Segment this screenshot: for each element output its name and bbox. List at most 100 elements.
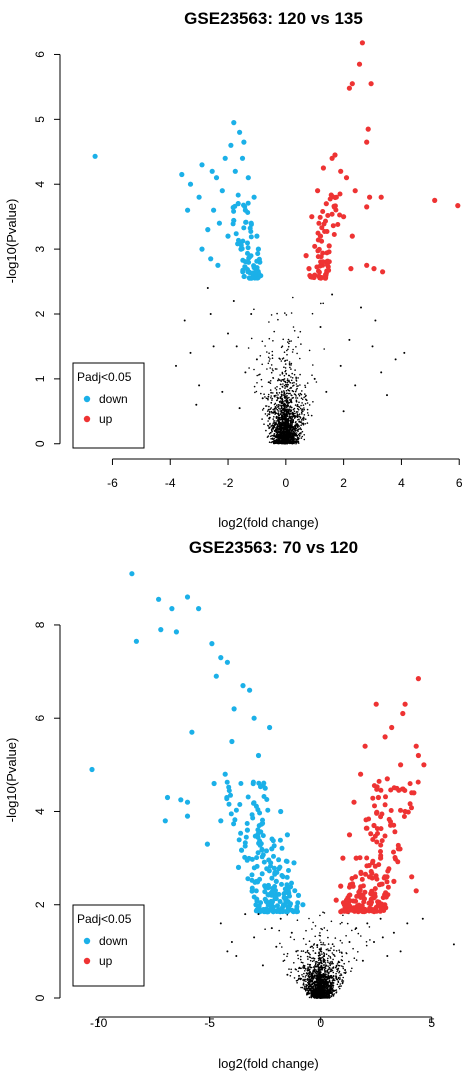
point-ns — [300, 397, 303, 400]
point-ns — [332, 971, 335, 974]
point-ns — [294, 426, 297, 428]
point-down — [239, 155, 246, 161]
point-ns — [294, 416, 297, 418]
point-ns — [299, 392, 302, 395]
point-ns — [286, 394, 288, 397]
point-ns — [274, 424, 276, 426]
point-ns — [320, 941, 322, 944]
point-ns — [318, 996, 321, 998]
point-ns — [309, 963, 312, 966]
point-up — [409, 805, 414, 811]
point-down — [255, 850, 261, 856]
point-up — [367, 905, 373, 911]
point-ns — [267, 398, 269, 401]
point-ns — [305, 968, 307, 970]
point-down — [292, 888, 298, 894]
point-ns — [313, 968, 316, 970]
point-ns — [272, 377, 275, 379]
point-ns — [296, 979, 299, 982]
point-ns — [296, 415, 299, 417]
point-down — [260, 907, 266, 913]
point-up — [366, 874, 373, 880]
point-ns — [277, 434, 279, 437]
point-ns — [310, 994, 313, 996]
point-ns — [331, 961, 334, 964]
point-ns — [279, 387, 281, 390]
point-down — [229, 738, 235, 745]
point-ns — [304, 976, 307, 978]
x-tick-label: -2 — [223, 476, 234, 490]
point-ns — [296, 385, 298, 388]
point-ns — [284, 435, 287, 437]
point-down — [196, 606, 202, 612]
point-ns — [285, 411, 288, 413]
point-down — [258, 784, 263, 790]
point-ns — [317, 981, 320, 983]
point-ns — [266, 436, 269, 438]
point-ns — [261, 363, 264, 366]
point-ns — [273, 403, 276, 406]
point-ns — [299, 407, 302, 410]
point-down — [276, 857, 282, 863]
point-ns — [318, 975, 321, 978]
point-ns — [343, 971, 346, 974]
y-tick-label: 6 — [33, 51, 47, 58]
point-up — [375, 794, 381, 801]
point-ns — [327, 961, 329, 964]
point-down — [242, 264, 248, 270]
point-ns — [314, 935, 317, 938]
point-up — [378, 881, 384, 887]
point-down — [270, 909, 276, 915]
point-ns — [306, 993, 308, 996]
point-ns — [297, 978, 300, 980]
point-ns — [296, 423, 299, 425]
point-up — [357, 855, 363, 861]
point-ns — [286, 955, 288, 958]
point-ns — [325, 982, 328, 984]
point-down — [269, 875, 275, 881]
point-up — [382, 734, 388, 740]
point-ns — [291, 394, 293, 397]
point-ns — [286, 913, 289, 916]
point-down — [196, 194, 202, 200]
point-ns — [329, 988, 331, 991]
point-ns — [255, 358, 258, 361]
point-up — [455, 203, 461, 209]
x-tick-label: -6 — [107, 476, 118, 490]
point-ns — [272, 392, 274, 394]
point-ns — [273, 440, 275, 443]
point-ns — [288, 434, 291, 437]
point-ns — [329, 970, 332, 973]
point-ns — [319, 969, 322, 971]
point-up — [366, 863, 372, 868]
point-ns — [300, 424, 302, 427]
point-ns — [294, 434, 297, 436]
point-ns — [274, 413, 276, 415]
point-down — [232, 817, 238, 823]
point-down — [284, 874, 290, 880]
point-ns — [219, 922, 222, 925]
point-ns — [261, 964, 264, 967]
point-ns — [312, 989, 315, 991]
point-ns — [303, 418, 305, 420]
point-ns — [331, 969, 334, 972]
point-ns — [334, 955, 336, 957]
point-down — [211, 780, 217, 787]
point-down — [231, 821, 237, 827]
point-down — [261, 859, 267, 865]
point-down — [245, 245, 251, 251]
point-up — [357, 887, 363, 893]
point-ns — [298, 401, 300, 404]
point-ns — [299, 967, 302, 970]
point-ns — [328, 995, 330, 998]
point-ns — [294, 412, 296, 415]
point-down — [241, 225, 247, 231]
point-down — [233, 807, 239, 813]
point-down — [248, 234, 254, 240]
point-up — [360, 892, 366, 899]
point-down — [232, 203, 238, 209]
point-ns — [287, 348, 289, 351]
point-ns — [323, 969, 326, 971]
point-ns — [323, 981, 326, 983]
